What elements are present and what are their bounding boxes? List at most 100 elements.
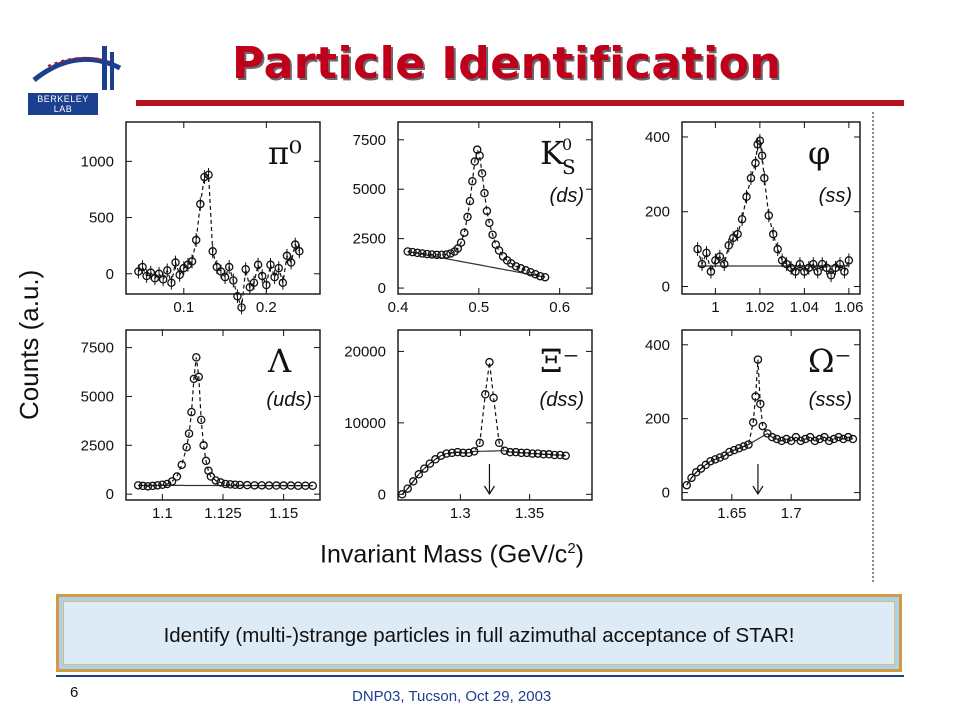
particle-symbol: Ξ⁻ <box>540 342 579 380</box>
data-point <box>756 399 765 409</box>
data-point <box>755 136 765 145</box>
y-tick-label: 2500 <box>81 437 114 454</box>
data-point <box>482 206 492 216</box>
y-tick-label: 10000 <box>344 415 386 432</box>
data-point <box>427 250 437 259</box>
data-point <box>468 177 477 186</box>
data-point <box>470 157 480 166</box>
data-point <box>843 432 853 442</box>
y-tick-label: 5000 <box>353 181 386 198</box>
particle-symbol: Ω⁻ <box>808 342 851 380</box>
data-point <box>397 490 407 499</box>
data-point <box>204 170 213 180</box>
data-point <box>813 267 822 276</box>
data-point <box>505 447 515 457</box>
data-point <box>403 247 412 256</box>
data-point <box>475 151 484 160</box>
data-point <box>163 266 172 275</box>
data-point <box>167 278 176 288</box>
data-trend-line <box>138 357 313 487</box>
berkeley-lab-logo-icon <box>32 46 122 90</box>
y-tick-label: 7500 <box>353 132 386 149</box>
data-point <box>748 418 758 427</box>
data-point <box>539 450 548 459</box>
data-point <box>446 249 455 258</box>
y-tick-label: 2500 <box>353 231 386 248</box>
data-point <box>282 251 292 261</box>
data-point <box>737 214 747 224</box>
plot-panel: 1.65 1.7 0 200 400 Ω⁻ (sss) <box>645 329 861 522</box>
data-point <box>442 449 451 458</box>
data-point <box>146 268 156 277</box>
quark-content-label: (uds) <box>266 389 312 411</box>
x-tick-label: 1.65 <box>717 505 746 522</box>
data-point <box>702 248 711 258</box>
data-point <box>413 248 422 258</box>
data-point <box>739 442 748 451</box>
data-point <box>475 438 485 448</box>
data-point <box>500 446 509 455</box>
data-point <box>540 272 550 282</box>
caption-text: Identify (multi-)strange particles in fu… <box>163 624 795 647</box>
data-point <box>795 259 805 269</box>
plot-frame <box>681 329 861 501</box>
peak-arrow-head <box>752 485 764 496</box>
data-point <box>815 434 824 444</box>
data-point <box>801 434 810 444</box>
data-point <box>458 448 468 458</box>
y-tick-label: 20000 <box>344 343 386 360</box>
data-point <box>224 262 234 272</box>
data-point <box>729 445 739 455</box>
y-tick-label: 200 <box>645 411 670 428</box>
x-tick-label: 0.2 <box>256 299 277 316</box>
x-tick-label: 1 <box>711 299 719 316</box>
data-point <box>229 276 238 285</box>
data-point <box>442 250 451 259</box>
data-point <box>196 415 206 425</box>
data-point <box>453 447 462 457</box>
data-point <box>526 268 535 277</box>
x-axis-label: Invariant Mass (GeV/c2) <box>320 540 584 569</box>
data-point <box>531 269 540 279</box>
y-tick-label: 1000 <box>81 153 114 170</box>
footer-rule <box>56 675 904 677</box>
data-point <box>167 477 177 486</box>
plot-panel: 1 1.02 1.04 1.06 0 200 400 φ (ss) <box>645 121 863 316</box>
plot-frame <box>125 121 321 295</box>
title-rule <box>136 100 904 106</box>
data-point <box>839 434 848 444</box>
data-point <box>432 250 442 260</box>
data-point <box>840 267 849 276</box>
data-point <box>517 448 526 458</box>
data-point <box>187 257 197 266</box>
x-tick-label: 1.15 <box>269 505 298 522</box>
data-point <box>278 278 288 288</box>
data-point <box>481 390 490 399</box>
data-point <box>485 357 494 367</box>
data-point <box>465 196 475 206</box>
data-point <box>829 434 839 444</box>
data-point <box>425 459 435 468</box>
data-point <box>687 473 696 483</box>
data-point <box>746 173 756 183</box>
y-tick-label: 0 <box>106 486 114 503</box>
data-point <box>403 484 412 493</box>
data-point <box>809 259 818 269</box>
data-point <box>724 241 733 250</box>
particle-symbol: φ <box>808 134 830 172</box>
data-point <box>489 393 498 403</box>
data-point <box>824 436 834 446</box>
data-point <box>208 247 217 256</box>
data-point <box>511 447 521 457</box>
data-point <box>715 453 725 462</box>
data-point <box>751 392 760 401</box>
data-point <box>555 450 565 460</box>
data-point <box>469 447 479 456</box>
particle-symbol: π⁰ <box>268 134 302 172</box>
data-point <box>270 272 279 282</box>
data-point <box>257 271 267 281</box>
data-point <box>810 436 820 446</box>
data-point <box>464 448 473 458</box>
data-point <box>796 436 805 446</box>
y-tick-label: 0 <box>378 280 386 297</box>
